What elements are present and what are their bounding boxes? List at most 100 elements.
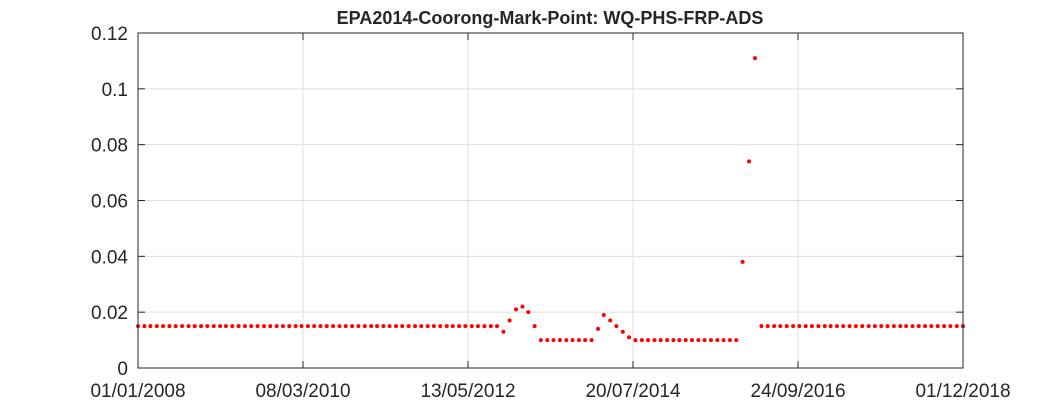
data-point bbox=[305, 324, 310, 329]
data-point bbox=[375, 324, 379, 329]
data-point bbox=[791, 324, 796, 329]
data-point bbox=[803, 324, 808, 329]
data-point bbox=[495, 324, 500, 329]
data-point bbox=[841, 324, 846, 329]
data-point bbox=[715, 338, 720, 343]
data-point bbox=[161, 324, 166, 329]
data-point bbox=[639, 338, 644, 343]
data-point bbox=[312, 324, 317, 329]
data-point bbox=[708, 338, 713, 343]
data-point bbox=[689, 338, 694, 343]
data-point bbox=[431, 324, 436, 329]
data-point bbox=[242, 324, 247, 329]
data-point bbox=[614, 324, 619, 329]
data-point bbox=[350, 324, 355, 329]
data-point bbox=[564, 338, 569, 343]
x-tick-label: 01/01/2008 bbox=[90, 381, 185, 402]
data-point bbox=[337, 324, 342, 329]
data-point bbox=[280, 324, 285, 329]
data-point bbox=[293, 324, 298, 329]
data-point bbox=[778, 324, 783, 329]
data-point bbox=[186, 324, 191, 329]
data-point bbox=[747, 159, 752, 164]
data-point bbox=[658, 338, 663, 343]
data-point bbox=[381, 324, 386, 329]
data-point bbox=[696, 338, 701, 343]
data-point bbox=[589, 338, 594, 343]
data-point bbox=[318, 324, 323, 329]
data-point bbox=[665, 338, 670, 343]
data-point bbox=[142, 324, 147, 329]
data-point bbox=[413, 324, 418, 329]
data-point bbox=[784, 324, 789, 329]
data-point bbox=[853, 324, 858, 329]
data-point bbox=[362, 324, 367, 329]
data-point bbox=[173, 324, 178, 329]
data-point bbox=[199, 324, 204, 329]
data-point bbox=[816, 324, 821, 329]
data-point bbox=[287, 324, 292, 329]
data-point bbox=[620, 329, 625, 334]
data-point bbox=[526, 310, 531, 315]
data-point bbox=[369, 324, 374, 329]
data-point bbox=[734, 338, 739, 343]
data-point bbox=[532, 324, 537, 329]
data-point bbox=[891, 324, 896, 329]
data-point bbox=[929, 324, 934, 329]
data-point bbox=[545, 338, 550, 343]
data-point bbox=[740, 259, 745, 264]
x-tick-label: 24/09/2016 bbox=[750, 381, 845, 402]
data-point bbox=[765, 324, 770, 329]
data-point bbox=[324, 324, 329, 329]
data-point bbox=[601, 312, 606, 317]
data-point bbox=[583, 338, 588, 343]
data-point bbox=[753, 56, 758, 61]
data-point bbox=[450, 324, 455, 329]
data-point bbox=[923, 324, 928, 329]
data-point bbox=[475, 324, 480, 329]
data-point bbox=[551, 338, 556, 343]
data-point bbox=[910, 324, 915, 329]
data-point bbox=[885, 324, 890, 329]
data-point bbox=[570, 338, 575, 343]
y-tick-label: 0.1 bbox=[102, 80, 128, 101]
x-tick-label: 01/12/2018 bbox=[915, 381, 1010, 402]
data-point bbox=[520, 304, 525, 309]
data-point bbox=[809, 324, 814, 329]
data-point bbox=[394, 324, 399, 329]
data-point bbox=[154, 324, 159, 329]
data-point bbox=[514, 307, 519, 312]
x-tick-label: 13/05/2012 bbox=[420, 381, 515, 402]
data-point bbox=[847, 324, 852, 329]
data-point bbox=[671, 338, 676, 343]
data-point bbox=[728, 338, 733, 343]
data-point bbox=[167, 324, 172, 329]
axis-tick-marks bbox=[137, 32, 964, 369]
data-point bbox=[646, 338, 651, 343]
data-point bbox=[255, 324, 260, 329]
data-point bbox=[211, 324, 216, 329]
data-point bbox=[772, 324, 777, 329]
data-point bbox=[482, 324, 487, 329]
grid-lines bbox=[138, 33, 963, 368]
data-point bbox=[501, 329, 506, 334]
y-tick-label: 0.08 bbox=[91, 136, 128, 157]
data-point bbox=[463, 324, 468, 329]
data-points bbox=[136, 56, 965, 343]
data-point bbox=[299, 324, 304, 329]
data-point bbox=[488, 324, 493, 329]
data-point bbox=[538, 338, 543, 343]
data-point bbox=[898, 324, 903, 329]
y-tick-label: 0.04 bbox=[91, 247, 128, 268]
data-point bbox=[236, 324, 241, 329]
data-point bbox=[223, 324, 228, 329]
axis-tick-labels: 01/01/2008 08/03/2010 13/05/2012 20/07/2014… bbox=[90, 24, 1010, 402]
data-point bbox=[797, 324, 802, 329]
data-point bbox=[356, 324, 361, 329]
data-point bbox=[387, 324, 392, 329]
data-point bbox=[274, 324, 279, 329]
data-point bbox=[425, 324, 430, 329]
x-tick-label: 20/07/2014 bbox=[585, 381, 681, 402]
data-point bbox=[828, 324, 833, 329]
